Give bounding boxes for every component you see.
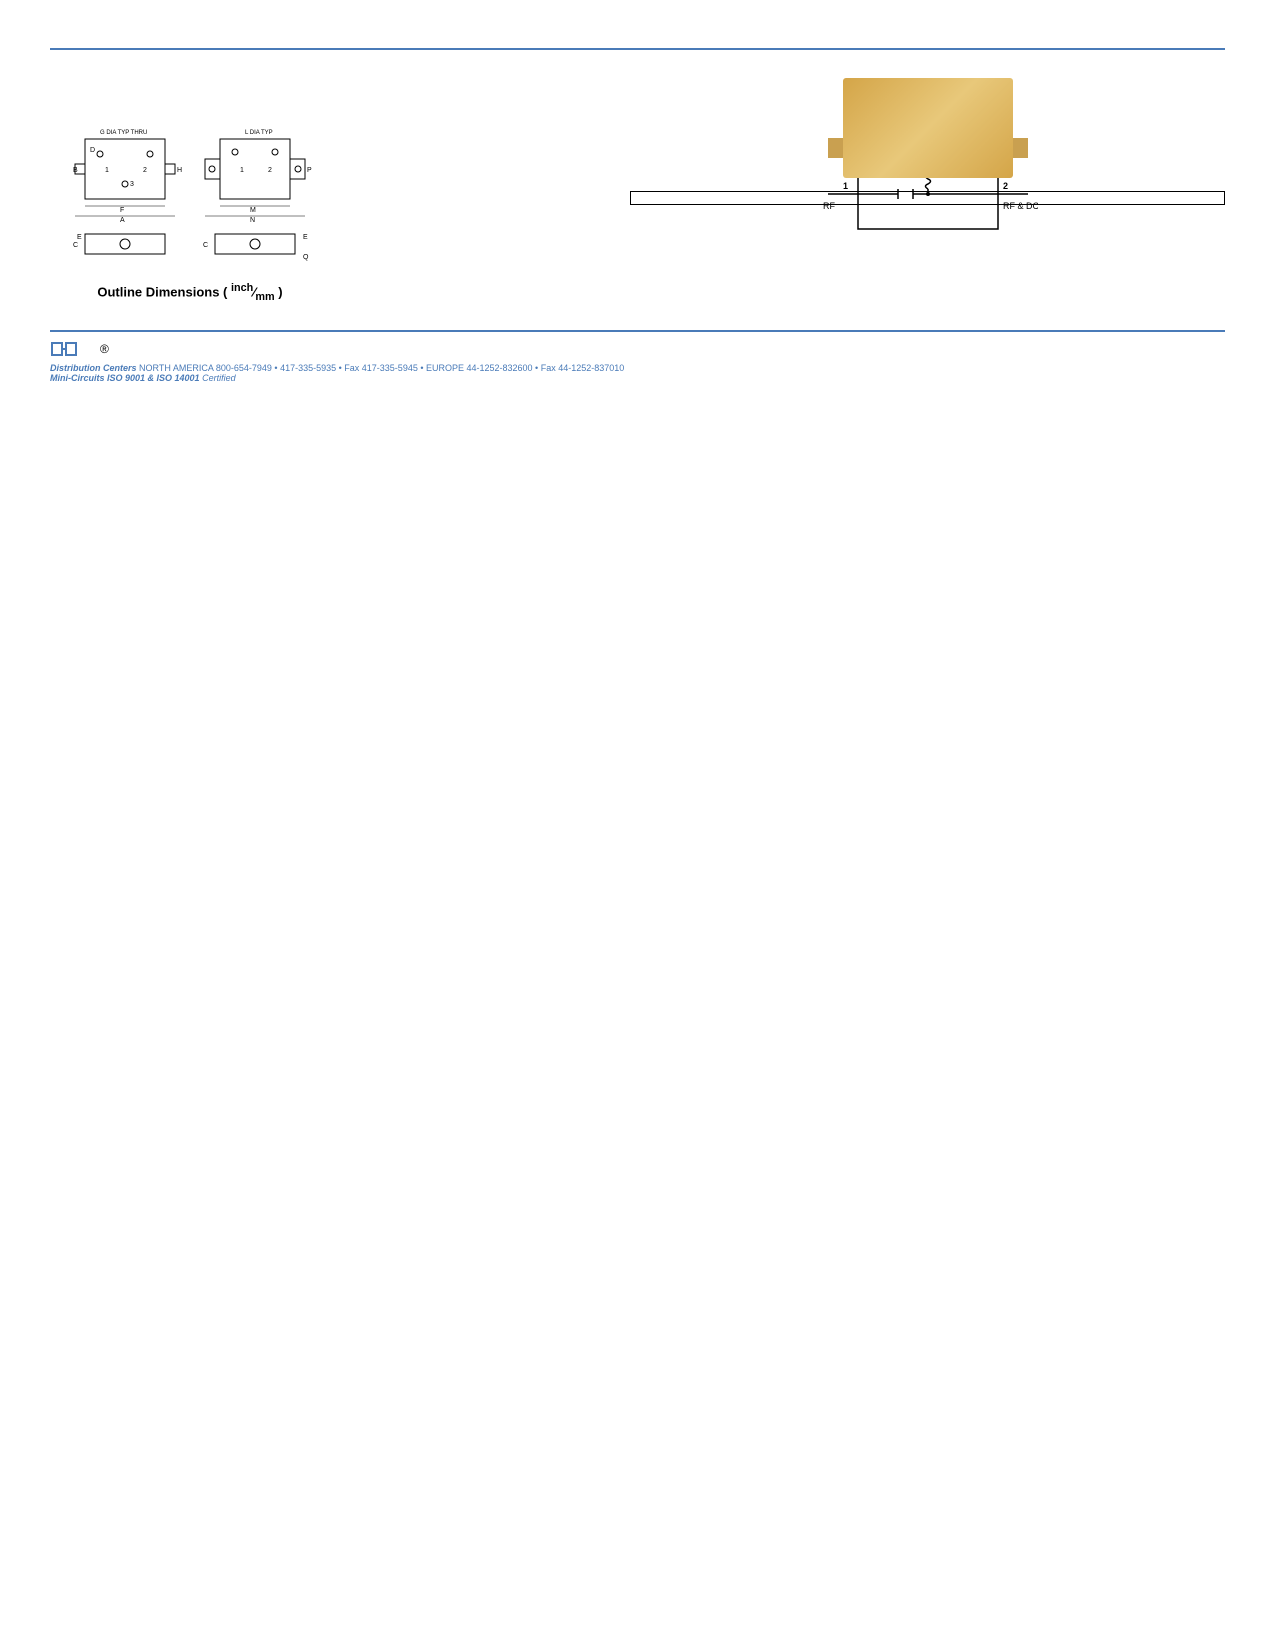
svg-text:D: D (90, 147, 95, 154)
svg-text:E: E (77, 234, 82, 241)
logo-icon (50, 337, 90, 361)
svg-text:H: H (177, 167, 182, 174)
svg-text:Q: Q (303, 254, 309, 261)
svg-text:C: C (203, 242, 208, 249)
svg-text:C: C (73, 242, 78, 249)
svg-text:M: M (250, 207, 256, 214)
footer: ® Distribution Centers NORTH AMERICA 800… (50, 330, 1225, 383)
svg-text:L DIA TYP: L DIA TYP (245, 130, 273, 136)
drawing-option-b: L DIA TYP 1 2 P M N C E Q (195, 124, 315, 264)
svg-text:2: 2 (143, 167, 147, 174)
svg-text:2: 2 (1003, 181, 1008, 191)
svg-text:1: 1 (105, 167, 109, 174)
svg-text:RF & DC: RF & DC (1003, 201, 1038, 211)
svg-text:2: 2 (268, 167, 272, 174)
chart-vswr (350, 124, 758, 310)
svg-text:1: 1 (240, 167, 244, 174)
product-image (843, 78, 1013, 178)
svg-text:N: N (250, 217, 255, 224)
svg-text:B: B (73, 167, 78, 174)
svg-text:E: E (303, 234, 308, 241)
svg-text:P: P (307, 167, 312, 174)
dim-title: Outline Dimensions ( inch⁄mm ) (50, 282, 330, 303)
svg-text:G DIA TYP THRU: G DIA TYP THRU (100, 130, 147, 136)
svg-text:1: 1 (843, 181, 848, 191)
chart-insertion-loss (350, 0, 778, 109)
drawing-standard: B H G DIA TYP THRU D 1 2 3 F A C (65, 124, 185, 264)
svg-text:A: A (120, 217, 125, 224)
svg-text:3: 3 (130, 181, 134, 188)
svg-text:RF: RF (823, 201, 835, 211)
svg-text:F: F (120, 207, 124, 214)
